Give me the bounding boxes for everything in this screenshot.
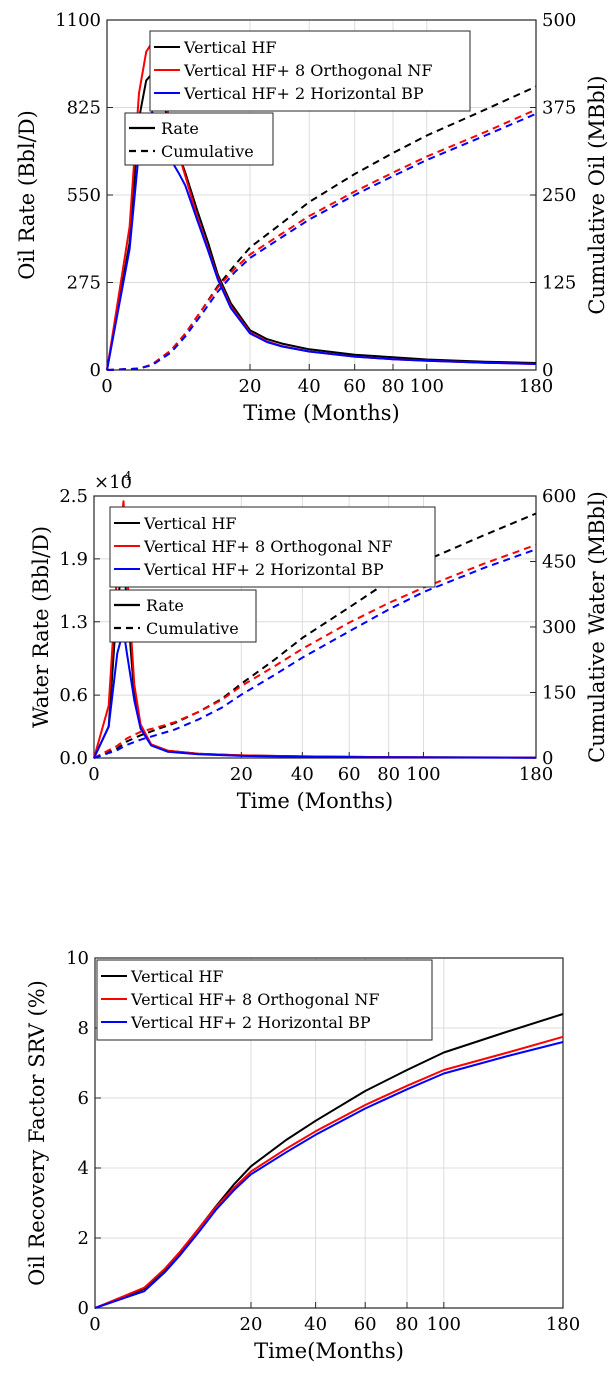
y2-tick-label: 0 [542, 748, 553, 769]
y-exponent-power: 4 [124, 469, 132, 483]
series-line-cumulative-vertical-hf-2-horizontal-bp [106, 112, 537, 371]
y2-axis-label: Cumulative Oil (MBbl) [585, 75, 609, 314]
y-tick-label: 0 [90, 360, 101, 381]
x-tick-label: 40 [291, 764, 314, 785]
series-line-vertical-hf [94, 1013, 564, 1309]
series-line-rate-vertical-hf-2-horizontal-bp [93, 629, 537, 759]
legend-box [109, 506, 436, 588]
style-legend-entry: Rate [161, 119, 199, 138]
style-legend: Rate Cumulative [109, 589, 257, 643]
x-tick-label: 20 [230, 764, 253, 785]
series-line-vertical-hf-8-orthogonal-nf [94, 1035, 564, 1309]
x-tick-label: 80 [377, 764, 400, 785]
legend-entry: Vertical HF+ 8 Orthogonal NF [183, 61, 432, 80]
y-tick-label: 275 [67, 273, 101, 294]
y-axis-label: Oil Recovery Factor SRV (%) [25, 980, 49, 1286]
y-tick-label: 6 [78, 1088, 89, 1109]
x-tick-label: 180 [519, 764, 553, 785]
legend-box [96, 959, 433, 1041]
y2-tick-label: 250 [542, 185, 576, 206]
y-axis-label: Oil Rate (Bbl/D) [15, 110, 39, 280]
series-line-cumulative-vertical-hf-8-orthogonal-nf [106, 108, 537, 371]
series-line-cumulative-vertical-hf-2-horizontal-bp [93, 548, 537, 759]
y2-tick-label: 450 [542, 552, 576, 573]
style-legend: Rate Cumulative [124, 112, 274, 166]
y-tick-label: 10 [66, 948, 89, 969]
legend-entry: Vertical HF [183, 38, 277, 57]
x-tick-label: 180 [546, 1314, 580, 1335]
legend: Vertical HF Vertical HF+ 8 Orthogonal NF V… [96, 959, 433, 1041]
x-tick-label: 100 [410, 376, 444, 397]
x-axis-label: Time (Months) [243, 401, 400, 425]
series-line-cumulative-vertical-hf [106, 85, 537, 371]
legend-entry: Vertical HF+ 8 Orthogonal NF [130, 990, 379, 1009]
legend-entry: Vertical HF+ 2 Horizontal BP [143, 560, 384, 579]
x-tick-label: 60 [338, 764, 361, 785]
x-tick-label: 60 [354, 1314, 377, 1335]
x-tick-label: 80 [396, 1314, 419, 1335]
y-tick-label: 550 [67, 185, 101, 206]
x-tick-label: 100 [427, 1314, 461, 1335]
chart-1: 0 20 40 60 80 100 1800275550825110001252503755… [15, 10, 609, 425]
style-legend-entry: Rate [146, 596, 184, 615]
y-tick-label: 1.3 [59, 612, 88, 633]
x-tick-label: 80 [382, 376, 405, 397]
chart-3: 0 20 40 60 80 100 180 0 2 4 6 8 10 Time(Months) Oil Re… [25, 948, 580, 1363]
y2-axis-label: Cumulative Water (MBbl) [585, 491, 609, 763]
y2-tick-label: 125 [542, 273, 576, 294]
legend-entry: Vertical HF+ 2 Horizontal BP [183, 84, 424, 103]
y2-tick-label: 0 [542, 360, 553, 381]
x-tick-label: 20 [240, 1314, 263, 1335]
y2-tick-label: 600 [542, 486, 576, 507]
x-tick-label: 40 [298, 376, 321, 397]
y2-tick-label: 150 [542, 683, 576, 704]
legend-entry: Vertical HF [130, 967, 224, 986]
x-tick-label: 0 [88, 764, 99, 785]
y-tick-label: 0.0 [59, 748, 88, 769]
series-group [94, 1013, 564, 1309]
y-tick-label: 0.6 [59, 685, 88, 706]
x-axis-label: Time (Months) [237, 789, 394, 813]
x-tick-label: 40 [304, 1314, 327, 1335]
legend-entry: Vertical HF+ 2 Horizontal BP [130, 1013, 371, 1032]
x-axis-label: Time(Months) [254, 1339, 404, 1363]
legend: Vertical HF Vertical HF+ 8 Orthogonal NF V… [109, 506, 436, 588]
legend-box [149, 30, 471, 112]
y-tick-label: 0 [78, 1298, 89, 1319]
y-tick-label: 1.9 [59, 549, 88, 570]
y2-tick-label: 375 [542, 98, 576, 119]
style-legend-entry: Cumulative [146, 619, 239, 638]
series-line-cumulative-vertical-hf-8-orthogonal-nf [93, 543, 537, 759]
y-exponent-label: ×10 [94, 472, 132, 493]
x-tick-label: 60 [343, 376, 366, 397]
y-tick-label: 4 [78, 1158, 89, 1179]
y-tick-label: 2.5 [59, 486, 88, 507]
style-legend-box [109, 589, 257, 643]
style-legend-entry: Cumulative [161, 142, 254, 161]
legend-entry: Vertical HF [143, 514, 237, 533]
y-tick-label: 825 [67, 98, 101, 119]
x-tick-label: 0 [89, 1314, 100, 1335]
legend: Vertical HF Vertical HF+ 8 Orthogonal NF V… [149, 30, 471, 112]
x-tick-label: 100 [406, 764, 440, 785]
plot-frame [94, 957, 564, 1309]
y-axis-label: Water Rate (Bbl/D) [29, 526, 53, 728]
y-tick-label: 1100 [55, 10, 101, 31]
x-tick-label: 20 [239, 376, 262, 397]
legend-entry: Vertical HF+ 8 Orthogonal NF [143, 537, 392, 556]
series-line-vertical-hf-2-horizontal-bp [94, 1041, 564, 1309]
y2-tick-label: 300 [542, 617, 576, 638]
x-tick-label: 0 [101, 376, 112, 397]
y-tick-label: 8 [78, 1018, 89, 1039]
y-tick-label: 2 [78, 1228, 89, 1249]
style-legend-box [124, 112, 274, 166]
y2-tick-label: 500 [542, 10, 576, 31]
chart-2: 0 20 40 60 80 100 180 0.0 0.6 1.3 1.9 2.5 0 150 300 450… [29, 469, 609, 813]
x-tick-label: 180 [519, 376, 553, 397]
